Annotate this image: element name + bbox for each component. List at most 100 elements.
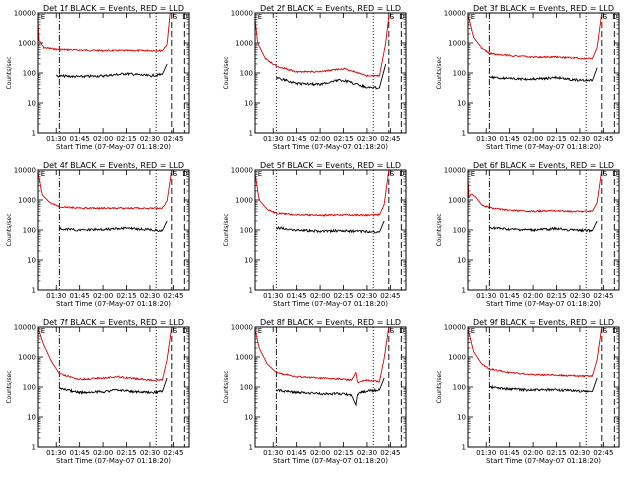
series-events-black xyxy=(489,378,597,392)
x-axis-label: Start Time (07-May-07 01:18:20) xyxy=(486,300,601,308)
panel-title: Det 3f BLACK = Events, RED = LLD xyxy=(473,4,614,13)
plot-frame xyxy=(468,170,619,290)
x-tick-label: 01:45 xyxy=(500,449,520,457)
x-tick-label: 02:15 xyxy=(333,449,353,457)
marker-d: D xyxy=(182,327,187,335)
series-events-black xyxy=(489,221,597,232)
x-tick-label: 01:45 xyxy=(500,135,520,143)
y-tick-label: 10 xyxy=(457,414,466,422)
marker-s: S xyxy=(603,13,608,21)
y-tick-label: 10000 xyxy=(444,10,466,18)
y-tick-label: 10000 xyxy=(14,10,36,18)
panel-title: Det 9f BLACK = Events, RED = LLD xyxy=(473,318,614,327)
series-lld-red xyxy=(38,13,171,51)
y-tick-label: 1000 xyxy=(448,354,466,362)
x-tick-label: 02:15 xyxy=(116,449,136,457)
y-axis-label: Counts/sec xyxy=(6,370,13,403)
series-events-black xyxy=(276,221,384,233)
y-tick-label: 100 xyxy=(453,384,466,392)
y-tick-label: 1000 xyxy=(448,197,466,205)
x-tick-label: 02:15 xyxy=(546,135,566,143)
y-tick-label: 10000 xyxy=(444,324,466,332)
x-tick-label: 01:30 xyxy=(46,449,66,457)
x-tick-label: 02:30 xyxy=(570,292,590,300)
panel-title: Det 8f BLACK = Events, RED = LLD xyxy=(260,318,401,327)
x-tick-label: 01:45 xyxy=(500,292,520,300)
x-tick-label: 01:30 xyxy=(46,135,66,143)
x-tick-label: 02:45 xyxy=(163,449,183,457)
marker-s: S xyxy=(173,13,178,21)
x-tick-label: 02:45 xyxy=(163,292,183,300)
panel-det-9: Det 9f BLACK = Events, RED = LLD Counts/s… xyxy=(436,318,619,465)
y-tick-label: 10 xyxy=(244,414,253,422)
marker-s: S xyxy=(390,13,395,21)
panel-det-5: Det 5f BLACK = Events, RED = LLD Counts/s… xyxy=(223,161,406,308)
x-tick-label: 02:45 xyxy=(593,449,613,457)
y-tick-label: 10 xyxy=(244,257,253,265)
panel-title: Det 2f BLACK = Events, RED = LLD xyxy=(260,4,401,13)
x-tick-label: 01:45 xyxy=(287,449,307,457)
y-tick-label: 1 xyxy=(462,130,466,138)
marker-s: S xyxy=(603,327,608,335)
y-tick-label: 1000 xyxy=(235,354,253,362)
y-axis-label: Counts/sec xyxy=(436,56,443,89)
y-tick-label: 10 xyxy=(457,100,466,108)
marker-e: E xyxy=(258,13,262,21)
y-axis-label: Counts/sec xyxy=(223,370,230,403)
x-axis-label: Start Time (07-May-07 01:18:20) xyxy=(273,300,388,308)
y-axis-label: Counts/sec xyxy=(436,370,443,403)
series-events-black xyxy=(59,221,167,232)
y-tick-label: 1 xyxy=(249,287,253,295)
y-tick-label: 100 xyxy=(453,70,466,78)
x-tick-label: 01:30 xyxy=(476,449,496,457)
x-axis-label: Start Time (07-May-07 01:18:20) xyxy=(56,143,171,151)
y-axis-label: Counts/sec xyxy=(436,213,443,246)
plot-frame xyxy=(38,13,189,133)
x-tick-label: 02:15 xyxy=(333,135,353,143)
x-tick-label: 02:45 xyxy=(163,135,183,143)
y-axis-label: Counts/sec xyxy=(223,213,230,246)
series-lld-red xyxy=(38,170,172,209)
y-tick-label: 1 xyxy=(32,130,36,138)
y-tick-label: 10 xyxy=(27,414,36,422)
y-tick-label: 10 xyxy=(457,257,466,265)
x-axis-label: Start Time (07-May-07 01:18:20) xyxy=(273,143,388,151)
panel-det-6: Det 6f BLACK = Events, RED = LLD Counts/s… xyxy=(436,161,619,308)
x-tick-label: 02:30 xyxy=(140,292,160,300)
marker-e: E xyxy=(41,327,45,335)
panel-det-8: Det 8f BLACK = Events, RED = LLD Counts/s… xyxy=(223,318,406,465)
panel-det-1: Det 1f BLACK = Events, RED = LLD Counts/s… xyxy=(6,4,189,151)
x-tick-label: 01:45 xyxy=(287,292,307,300)
x-tick-label: 02:15 xyxy=(116,292,136,300)
marker-e: E xyxy=(471,13,475,21)
plot-frame xyxy=(468,13,619,133)
panel-title: Det 4f BLACK = Events, RED = LLD xyxy=(43,161,184,170)
x-tick-label: 02:00 xyxy=(523,135,543,143)
y-tick-label: 10000 xyxy=(14,324,36,332)
y-tick-label: 10 xyxy=(244,100,253,108)
marker-s: S xyxy=(173,170,178,178)
series-lld-red xyxy=(468,327,602,377)
y-tick-label: 1 xyxy=(249,444,253,452)
y-tick-label: 1 xyxy=(462,444,466,452)
x-tick-label: 02:00 xyxy=(93,292,113,300)
y-tick-label: 100 xyxy=(23,227,36,235)
marker-d: D xyxy=(399,13,404,21)
x-tick-label: 02:00 xyxy=(523,292,543,300)
series-lld-red xyxy=(255,170,389,216)
panel-title: Det 5f BLACK = Events, RED = LLD xyxy=(260,161,401,170)
series-events-black xyxy=(276,378,384,405)
y-tick-label: 1 xyxy=(249,130,253,138)
y-tick-label: 10000 xyxy=(231,324,253,332)
x-tick-label: 01:45 xyxy=(287,135,307,143)
y-tick-label: 1000 xyxy=(18,40,36,48)
marker-d: D xyxy=(399,327,404,335)
x-tick-label: 01:30 xyxy=(263,449,283,457)
x-axis-label: Start Time (07-May-07 01:18:20) xyxy=(56,300,171,308)
marker-d: D xyxy=(612,170,617,178)
x-tick-label: 02:15 xyxy=(546,449,566,457)
marker-e: E xyxy=(258,170,262,178)
x-tick-label: 02:30 xyxy=(570,449,590,457)
x-tick-label: 01:30 xyxy=(476,135,496,143)
marker-s: S xyxy=(390,170,395,178)
